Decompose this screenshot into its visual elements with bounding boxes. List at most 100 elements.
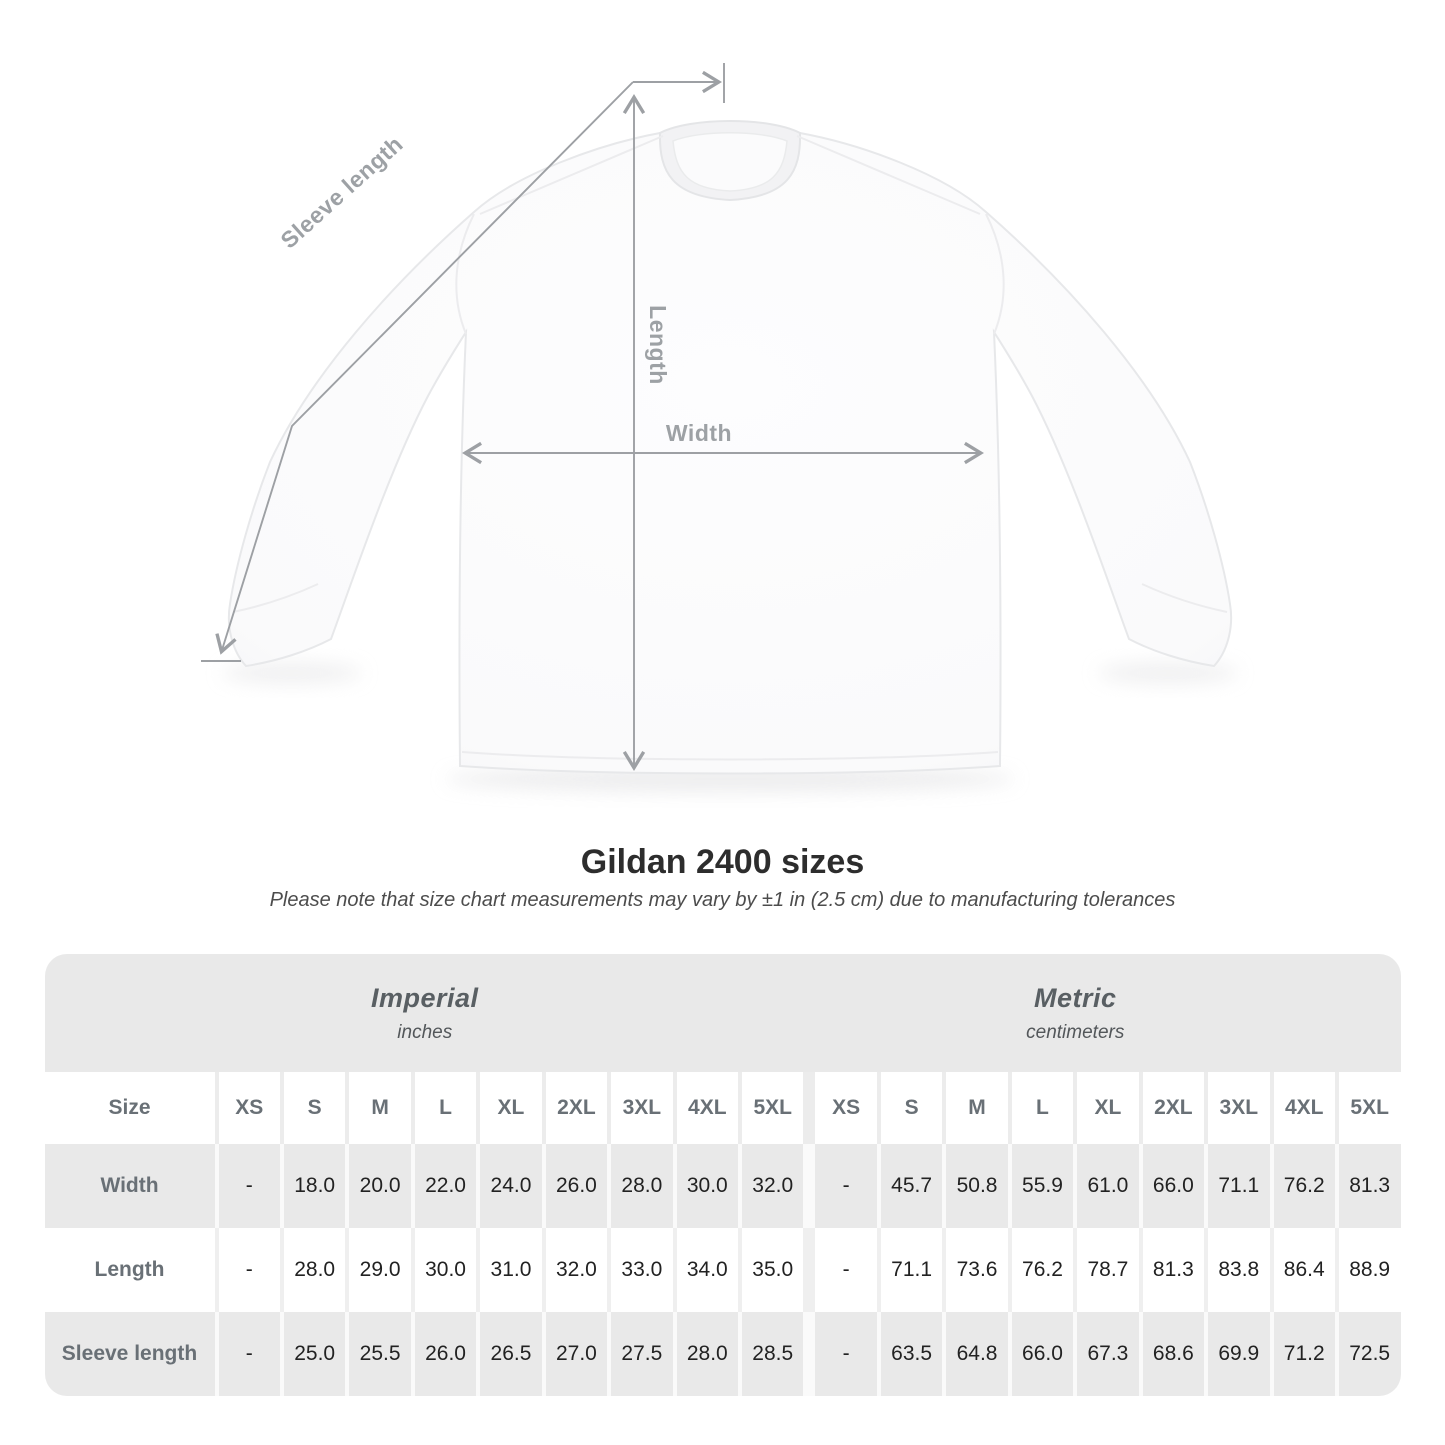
table-row-sleeve-length: Sleeve length - 25.0 25.5 26.0 26.5 27.0… xyxy=(44,1312,1401,1397)
value-cell: 24.0 xyxy=(476,1144,541,1229)
value-cell: 26.5 xyxy=(476,1312,541,1397)
size-header: Size xyxy=(108,1096,151,1120)
value-cell: 81.3 xyxy=(1138,1228,1204,1313)
value-cell: 26.0 xyxy=(541,1144,607,1229)
value-cell: 72.5 xyxy=(1334,1312,1400,1397)
value-cell: 28.0 xyxy=(279,1228,345,1313)
value-cell: - xyxy=(214,1228,280,1313)
unit-group-imperial: Imperial inches xyxy=(45,954,751,1072)
metric-unit: centimeters xyxy=(1026,1021,1125,1043)
value-cell: 76.2 xyxy=(1007,1228,1073,1313)
sleeve-length-label: Sleeve length xyxy=(275,131,407,254)
unit-group-metric: Metric centimeters xyxy=(750,954,1401,1072)
chart-heading: Gildan 2400 sizes Please note that size … xyxy=(0,843,1445,912)
value-cell: 71.1 xyxy=(1204,1144,1269,1229)
value-cell: 83.8 xyxy=(1204,1228,1269,1313)
row-label: Sleeve length xyxy=(61,1342,198,1366)
value-cell: 64.8 xyxy=(942,1312,1007,1397)
value-cell: 32.0 xyxy=(738,1144,803,1229)
size-col: 2XL xyxy=(541,1072,607,1145)
size-col: XL xyxy=(476,1072,541,1145)
value-cell: 55.9 xyxy=(1007,1144,1073,1229)
measure-lines xyxy=(201,63,984,771)
width-label: Width xyxy=(666,420,732,446)
value-cell: 29.0 xyxy=(345,1228,410,1313)
table-row-width: Width - 18.0 20.0 22.0 24.0 26.0 28.0 30… xyxy=(44,1144,1401,1229)
value-cell: 32.0 xyxy=(541,1228,607,1313)
page-title: Gildan 2400 sizes xyxy=(580,843,865,881)
value-cell: 45.7 xyxy=(876,1144,942,1229)
imperial-title: Imperial xyxy=(370,982,479,1013)
imperial-unit: inches xyxy=(397,1021,453,1043)
size-col: L xyxy=(410,1072,476,1145)
value-cell: 81.3 xyxy=(1334,1144,1400,1229)
value-cell: 67.3 xyxy=(1073,1312,1138,1397)
value-cell: 27.5 xyxy=(607,1312,672,1397)
metric-title: Metric xyxy=(1033,982,1117,1013)
value-cell: 71.2 xyxy=(1269,1312,1335,1397)
value-cell: 63.5 xyxy=(876,1312,942,1397)
long-sleeve-shirt-illustration: Sleeve length Length Width xyxy=(201,63,1238,792)
value-cell: 71.1 xyxy=(876,1228,942,1313)
value-cell: 86.4 xyxy=(1269,1228,1335,1313)
value-cell: - xyxy=(803,1144,876,1229)
value-cell: 35.0 xyxy=(738,1228,803,1313)
value-cell: 69.9 xyxy=(1204,1312,1269,1397)
value-cell: 34.0 xyxy=(672,1228,738,1313)
row-label: Length xyxy=(94,1258,165,1282)
value-cell: - xyxy=(803,1312,876,1397)
value-cell: 20.0 xyxy=(345,1144,410,1229)
size-col: 4XL xyxy=(672,1072,738,1145)
value-cell: - xyxy=(803,1228,876,1313)
value-cell: 25.0 xyxy=(279,1312,345,1397)
size-col: 3XL xyxy=(607,1072,672,1145)
tolerance-note: Please note that size chart measurements… xyxy=(269,889,1176,912)
value-cell: 76.2 xyxy=(1269,1144,1335,1229)
size-col: S xyxy=(279,1072,345,1145)
value-cell: 73.6 xyxy=(942,1228,1007,1313)
value-cell: 26.0 xyxy=(410,1312,476,1397)
value-cell: 28.5 xyxy=(738,1312,803,1397)
shirt-measurement-diagram: Sleeve length Length Width xyxy=(201,63,1238,792)
value-cell: 50.8 xyxy=(942,1144,1007,1229)
size-col: 5XL xyxy=(1334,1072,1400,1145)
row-label: Width xyxy=(100,1174,159,1198)
unit-band: Imperial inches Metric centimeters xyxy=(44,954,1401,1073)
value-cell: 66.0 xyxy=(1007,1312,1073,1397)
length-label: Length xyxy=(645,305,671,385)
size-col: 4XL xyxy=(1269,1072,1335,1145)
size-table: Imperial inches Metric centimeters Size … xyxy=(44,954,1401,1397)
size-col: XL xyxy=(1073,1072,1138,1145)
value-cell: 28.0 xyxy=(607,1144,672,1229)
value-cell: 33.0 xyxy=(607,1228,672,1313)
table-row-length: Length - 28.0 29.0 30.0 31.0 32.0 33.0 3… xyxy=(44,1228,1401,1313)
value-cell: 61.0 xyxy=(1073,1144,1138,1229)
value-cell: 25.5 xyxy=(345,1312,410,1397)
size-col: M xyxy=(345,1072,410,1145)
value-cell: - xyxy=(214,1312,280,1397)
value-cell: 78.7 xyxy=(1073,1228,1138,1313)
size-col: 5XL xyxy=(738,1072,803,1145)
size-col: 2XL xyxy=(1138,1072,1204,1145)
value-cell: 27.0 xyxy=(541,1312,607,1397)
value-cell: 88.9 xyxy=(1334,1228,1400,1313)
value-cell: 18.0 xyxy=(279,1144,345,1229)
value-cell: 30.0 xyxy=(410,1228,476,1313)
size-col: 3XL xyxy=(1204,1072,1269,1145)
size-col: S xyxy=(876,1072,942,1145)
size-col: XS xyxy=(803,1072,876,1145)
shirt-outline xyxy=(227,120,1233,775)
sleeve-length-measure-line xyxy=(201,63,725,662)
value-cell: 68.6 xyxy=(1138,1312,1204,1397)
value-cell: - xyxy=(214,1144,280,1229)
size-col: XS xyxy=(214,1072,280,1145)
value-cell: 28.0 xyxy=(672,1312,738,1397)
size-col: L xyxy=(1007,1072,1073,1145)
value-cell: 66.0 xyxy=(1138,1144,1204,1229)
value-cell: 22.0 xyxy=(410,1144,476,1229)
size-col: M xyxy=(942,1072,1007,1145)
value-cell: 30.0 xyxy=(672,1144,738,1229)
size-header-row: Size XS S M L XL 2XL 3XL 4XL 5XL XS S M … xyxy=(44,1072,1401,1145)
value-cell: 31.0 xyxy=(476,1228,541,1313)
